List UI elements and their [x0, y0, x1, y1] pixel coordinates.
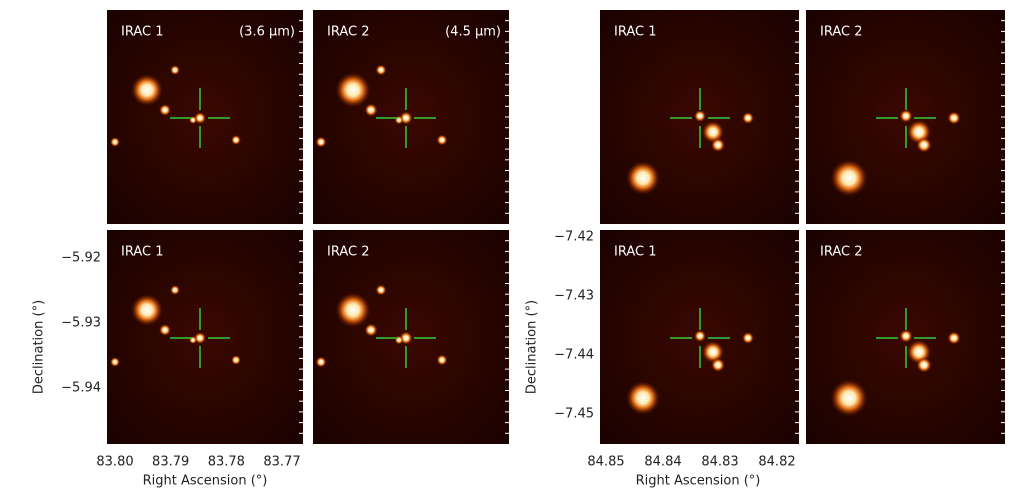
- panel-label: IRAC 2: [820, 245, 863, 260]
- star: [702, 121, 724, 143]
- x-tick-label: 84.85: [587, 455, 624, 470]
- star: [694, 110, 706, 122]
- y-tick-label: −5.93: [61, 316, 101, 331]
- star: [231, 135, 241, 145]
- star: [110, 137, 120, 147]
- star: [947, 331, 961, 345]
- x-tick-label: 83.77: [263, 455, 300, 470]
- panel-label: IRAC 1: [614, 25, 657, 40]
- star: [231, 355, 241, 365]
- panel-label: IRAC 1: [614, 245, 657, 260]
- star: [436, 134, 448, 146]
- star: [830, 159, 868, 197]
- star: [315, 136, 327, 148]
- star: [711, 358, 725, 372]
- x-tick-label: 84.82: [758, 455, 795, 470]
- star: [916, 137, 932, 153]
- x-tick-label: 84.83: [701, 455, 738, 470]
- star: [626, 381, 660, 415]
- y-tick-label: −7.42: [554, 230, 594, 245]
- x-tick-label: 83.80: [96, 455, 133, 470]
- star: [711, 138, 725, 152]
- star: [170, 65, 180, 75]
- star: [436, 354, 448, 366]
- star: [315, 356, 327, 368]
- star: [159, 104, 171, 116]
- star: [110, 357, 120, 367]
- panel-label: IRAC 1: [121, 25, 164, 40]
- star: [194, 112, 206, 124]
- star: [335, 292, 371, 328]
- star: [375, 64, 387, 76]
- star: [189, 116, 197, 124]
- panel-label: IRAC 2: [327, 25, 370, 40]
- x-tick-label: 83.78: [208, 455, 245, 470]
- star: [702, 341, 724, 363]
- panel-label: IRAC 2: [327, 245, 370, 260]
- x-tick-label: 84.84: [644, 455, 681, 470]
- star: [189, 336, 197, 344]
- star: [170, 285, 180, 295]
- star: [742, 112, 754, 124]
- y-axis-label: Declination (°): [32, 300, 47, 394]
- y-tick-label: −7.44: [554, 348, 594, 363]
- x-axis-label: Right Ascension (°): [636, 474, 761, 489]
- star: [626, 161, 660, 195]
- star: [159, 324, 171, 336]
- star: [194, 332, 206, 344]
- star: [364, 103, 378, 117]
- star: [830, 379, 868, 417]
- panel-label: IRAC 1: [121, 245, 164, 260]
- band-label: (3.6 µm): [239, 25, 295, 40]
- star: [394, 115, 404, 125]
- star: [899, 329, 913, 343]
- star: [375, 284, 387, 296]
- panel-label: IRAC 2: [820, 25, 863, 40]
- star: [947, 111, 961, 125]
- band-label: (4.5 µm): [445, 25, 501, 40]
- star: [131, 74, 163, 106]
- star: [694, 330, 706, 342]
- star: [335, 72, 371, 108]
- star: [394, 335, 404, 345]
- star: [899, 109, 913, 123]
- star: [742, 332, 754, 344]
- star: [131, 294, 163, 326]
- y-tick-label: −5.94: [61, 381, 101, 396]
- x-tick-label: 83.79: [152, 455, 189, 470]
- star: [364, 323, 378, 337]
- x-axis-label: Right Ascension (°): [143, 474, 268, 489]
- y-tick-label: −5.92: [61, 251, 101, 266]
- y-tick-label: −7.45: [554, 407, 594, 422]
- y-axis-label: Declination (°): [525, 300, 540, 394]
- y-tick-label: −7.43: [554, 289, 594, 304]
- star: [916, 357, 932, 373]
